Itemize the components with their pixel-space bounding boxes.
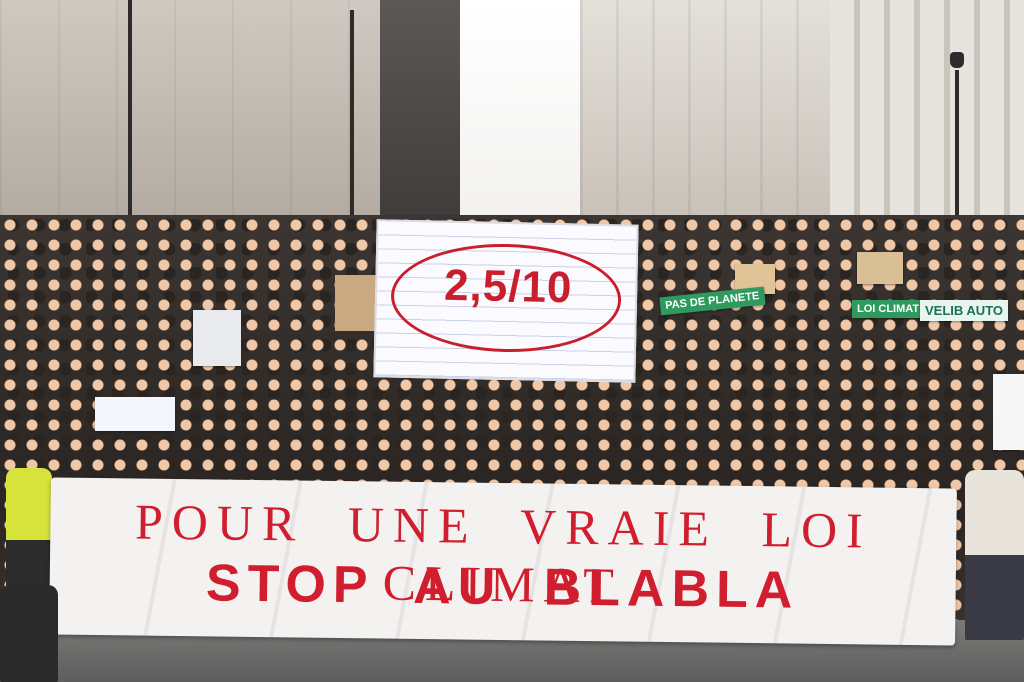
dark-building [380,0,460,230]
main-banner: POUR UNE VRAIE LOI CLIMAT STOP AU BLABLA [49,477,957,646]
grade-text: 2,5/10 [443,260,573,313]
green-protest-sign-right: LOI CLIMAT [852,300,925,318]
white-sign-right [993,374,1024,450]
street-lamp-right [955,70,959,270]
street-lamp-center [350,10,354,220]
cardboard-sign-far [857,252,903,284]
photographer [0,585,58,682]
banner-slogan-bottom: STOP AU BLABLA [205,554,800,620]
right-buildings [580,0,840,230]
grade-sign: 2,5/10 [373,219,639,383]
street-lamp-head [950,52,964,68]
person-right [965,470,1024,640]
velib-sign: VELIB AUTO [920,300,1009,321]
drawing-sign [193,310,241,366]
street-lamp-left [128,0,132,330]
white-sign [95,397,175,431]
